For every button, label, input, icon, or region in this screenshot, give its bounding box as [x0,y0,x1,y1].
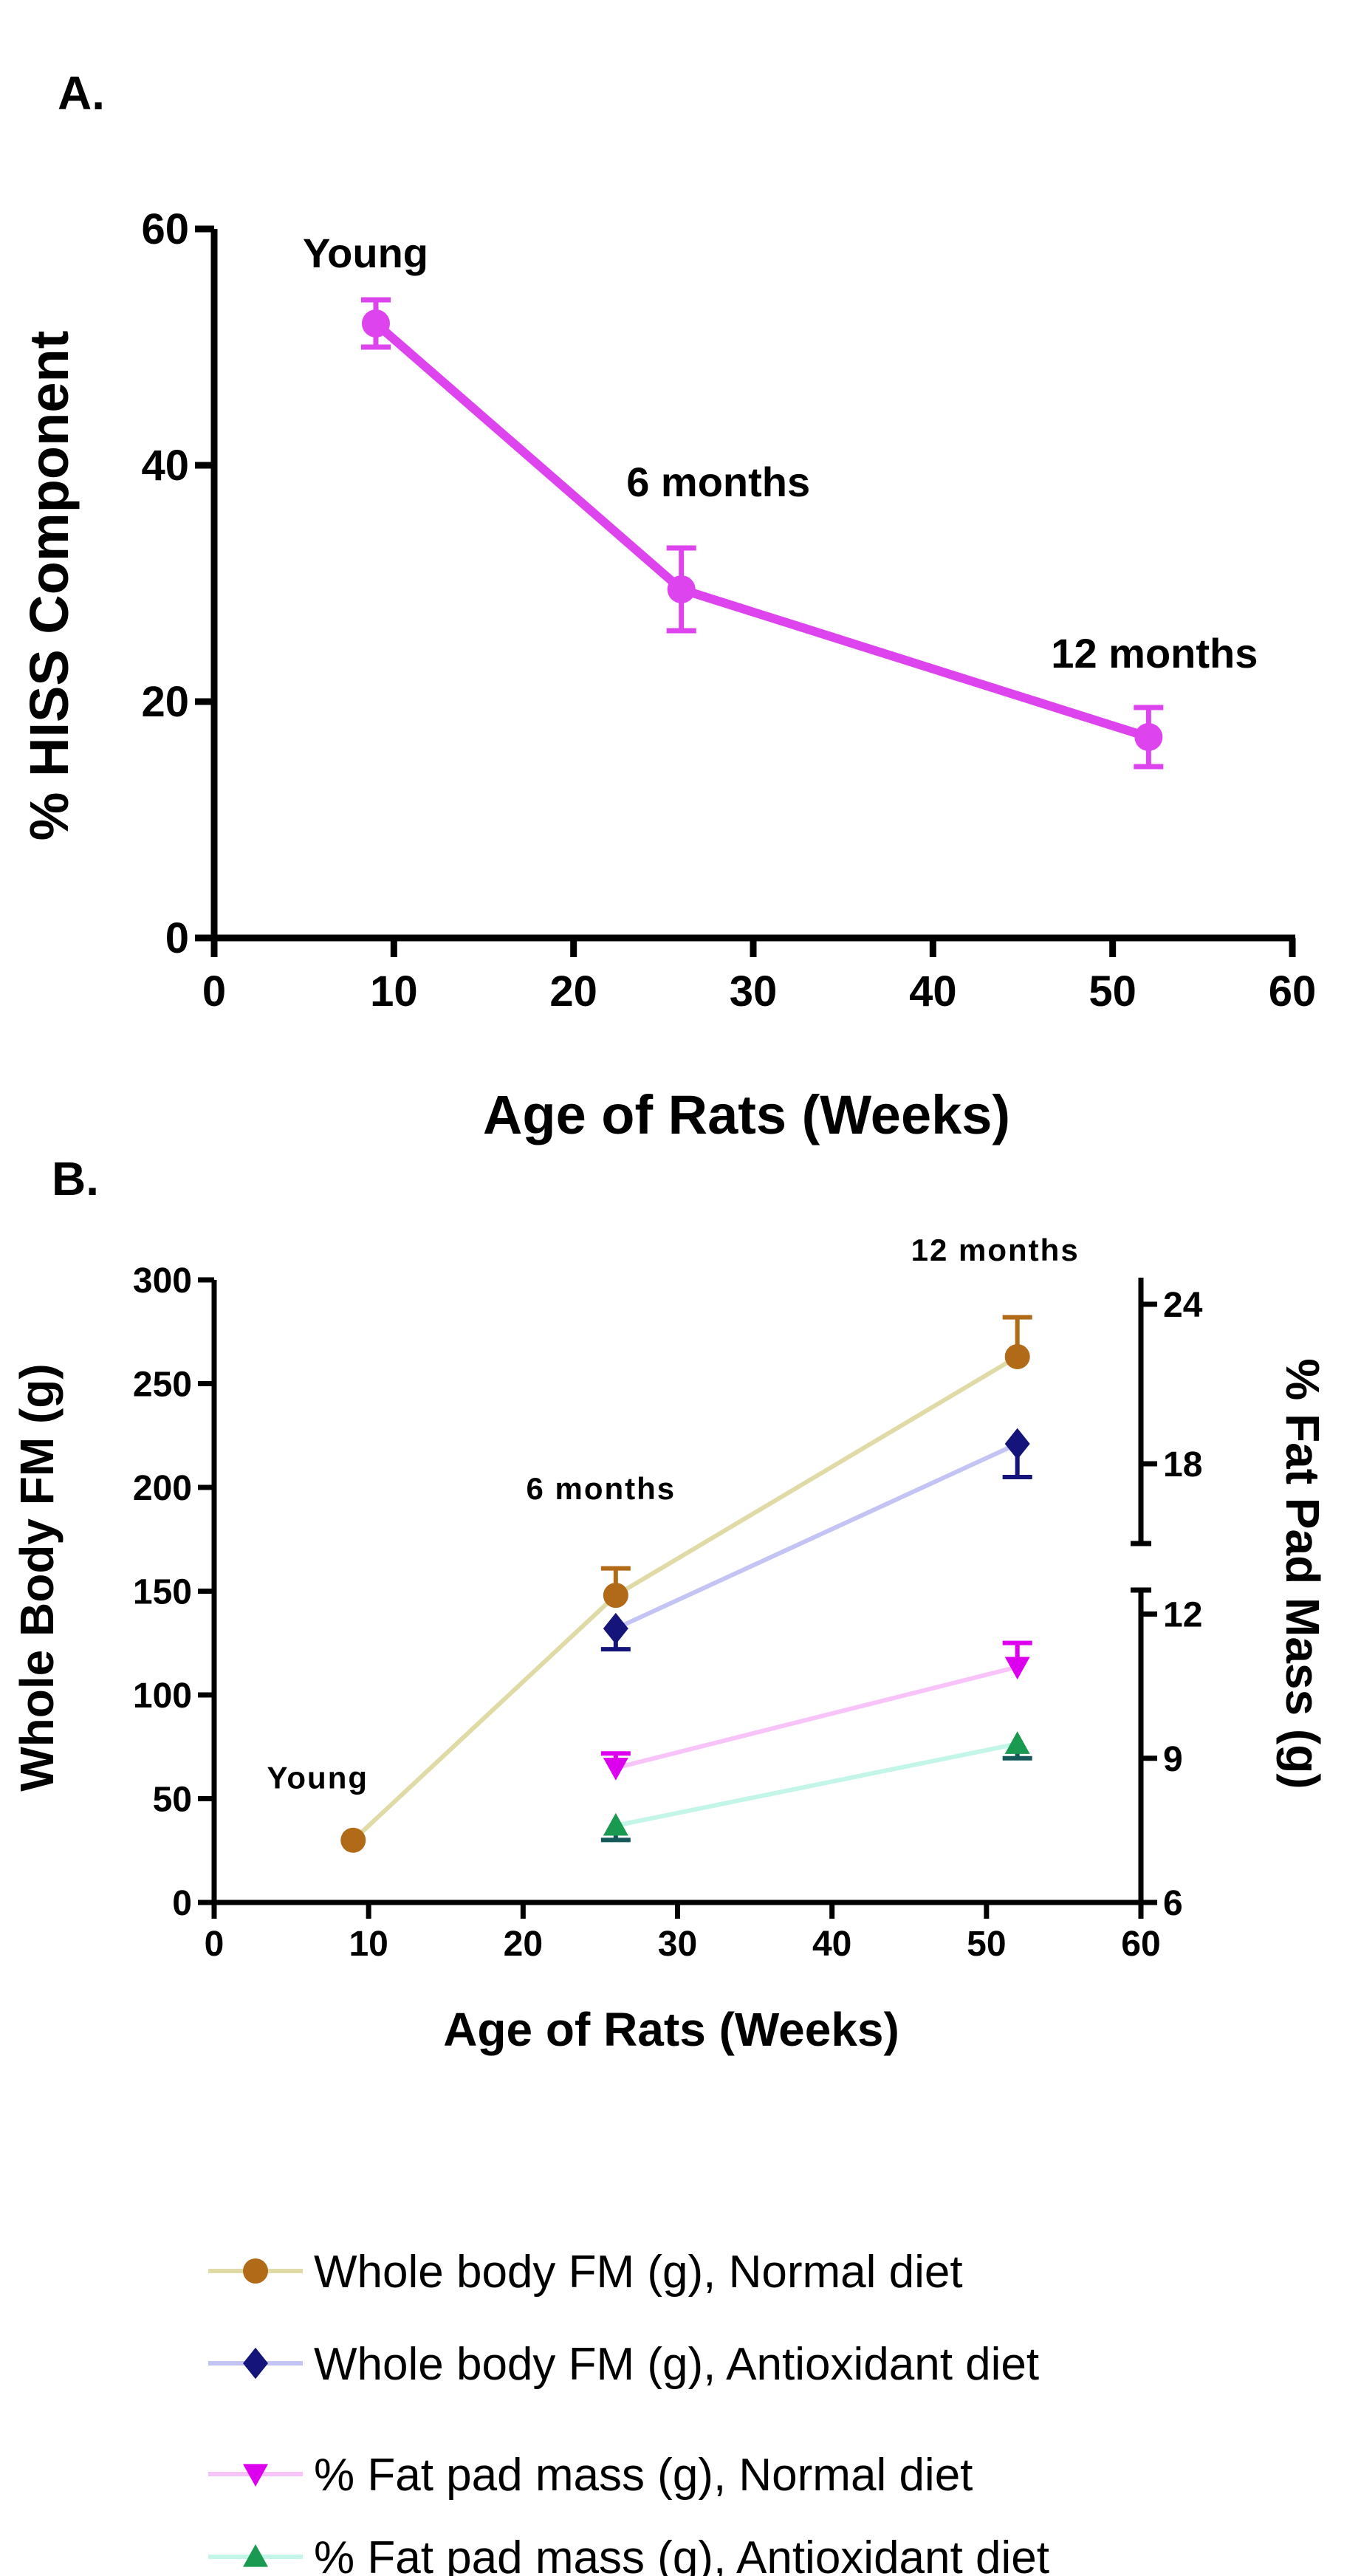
panel-a-annotation-young: Young [303,230,428,276]
panel-a-data-point [362,309,390,338]
panel-a-annotations: Young 6 months 12 months [303,230,1258,676]
legend-label: Whole body FM (g), Antioxidant diet [314,2339,1039,2390]
panel-b-point-fat-pad-mass-g-antioxidant-diet [603,1812,628,1836]
panel-a-chart: A. 0 20 40 60 0 10 20 30 40 50 60 % HISS Component… [18,66,1316,1145]
panel-b-annotation-young: Young [267,1761,368,1795]
panel-b-annotations: Young 6 months 12 months [267,1233,1080,1795]
panel-a-data-point [1134,723,1163,751]
legend-marker [243,2258,268,2284]
legend-label: % Fat pad mass (g), Normal diet [314,2450,973,2501]
panel-b-line-fat-pad-mass-g-normal-diet [615,1665,1018,1770]
panel-b-y2-tick-label: 12 [1163,1596,1202,1635]
panel-b-chart: B. 0 50 100 150 200 250 300 0 10 20 30 40 50 606 9 12 18… [10,1152,1329,2056]
panel-a-ticks: 0 20 40 60 0 10 20 30 40 50 60 [141,205,1316,1015]
panel-b-x-tick-label: 60 [1121,1925,1160,1964]
panel-a-x-tick-label: 0 [202,967,226,1015]
legend-marker [243,2347,268,2380]
panel-a-annotation-6-months: 6 months [626,459,810,505]
panel-b-x-tick-label: 10 [349,1925,388,1964]
panel-b-y2-axis-title: % Fat Pad Mass (g) [1276,1358,1329,1789]
panel-b-point-fat-pad-mass-g-antioxidant-diet [1004,1731,1030,1754]
legend-label: % Fat pad mass (g), Antioxidant diet [314,2532,1049,2576]
panel-b-point-whole-body-fm-g-antioxidant-diet [1004,1428,1030,1460]
panel-b-x-tick-label: 20 [504,1925,543,1964]
panel-a-y-tick-label: 0 [165,914,189,962]
panel-b-y-tick-label: 50 [153,1781,192,1820]
panel-a-y-tick-label: 20 [141,678,189,726]
panel-b-line-whole-body-fm-g-antioxidant-diet [614,1442,1018,1631]
panel-b-y-tick-label: 100 [133,1676,192,1716]
panel-a-x-axis-title: Age of Rats (Weeks) [483,1084,1010,1145]
panel-b-y2-tick-label: 18 [1163,1445,1202,1484]
panel-a-data-point [667,575,696,603]
panel-a-y-tick-label: 60 [141,205,189,253]
panel-b-y2-tick-label: 6 [1163,1884,1183,1923]
legend-item-whole-body-fm-g-antioxidant-diet: Whole body FM (g), Antioxidant diet [208,2339,1039,2390]
panel-a-annotation-12-months: 12 months [1051,630,1258,676]
panel-b-x-tick-label: 30 [658,1925,697,1964]
panel-b-annotation-12-months: 12 months [911,1233,1080,1267]
panel-b-point-fat-pad-mass-g-normal-diet [1004,1657,1030,1680]
panel-a-x-tick-label: 30 [730,967,778,1015]
panel-b-label: B. [52,1152,99,1205]
panel-b-x-axis-title: Age of Rats (Weeks) [443,2003,899,2056]
panel-b-y-tick-label: 200 [133,1469,192,1508]
panel-a-y-tick-label: 40 [141,442,189,490]
panel-b-x-tick-label: 0 [205,1925,224,1964]
legend-item-fat-pad-mass-g-normal-diet: % Fat pad mass (g), Normal diet [208,2450,973,2501]
panel-b-y-tick-label: 150 [133,1573,192,1612]
panel-b-y-tick-label: 300 [133,1261,192,1301]
panel-b-series [340,1315,1032,1853]
panel-b-point-fat-pad-mass-g-normal-diet [603,1758,628,1781]
panel-b-point-whole-body-fm-g-normal-diet [1004,1343,1030,1369]
panel-b-x-tick-label: 50 [967,1925,1006,1964]
panel-a-x-tick-label: 10 [370,967,418,1015]
panel-b-annotation-6-months: 6 months [526,1471,676,1506]
panel-b-point-whole-body-fm-g-antioxidant-diet [603,1612,628,1645]
legend-item-whole-body-fm-g-normal-diet: Whole body FM (g), Normal diet [208,2247,963,2298]
panel-a-x-tick-label: 20 [549,967,597,1015]
panel-b-point-whole-body-fm-g-normal-diet [603,1583,628,1609]
panel-a-x-tick-label: 60 [1269,967,1317,1015]
legend: Whole body FM (g), Normal diet Whole body… [208,2247,1049,2576]
panel-b-point-whole-body-fm-g-normal-diet [340,1827,366,1853]
panel-b-y2-tick-label: 24 [1163,1286,1203,1325]
panel-b-line-fat-pad-mass-g-antioxidant-diet [615,1741,1018,1828]
panel-b-ticks: 0 50 100 150 200 250 300 0 10 20 30 40 50 606 9 12 18 24 [133,1261,1203,1964]
legend-marker [243,2544,268,2567]
panel-a-series [361,297,1164,770]
panel-a-series-line [373,320,1151,741]
panel-a-x-tick-label: 40 [909,967,957,1015]
panel-b-y-tick-label: 0 [172,1884,192,1923]
panel-b-y-axis-title: Whole Body FM (g) [10,1363,64,1791]
panel-b-y-tick-label: 250 [133,1366,192,1405]
panel-b-x-tick-label: 40 [812,1925,851,1964]
legend-item-fat-pad-mass-g-antioxidant-diet: % Fat pad mass (g), Antioxidant diet [208,2532,1049,2576]
panel-a-x-tick-label: 50 [1089,967,1137,1015]
legend-label: Whole body FM (g), Normal diet [314,2247,963,2298]
panel-a-label: A. [58,66,105,120]
legend-marker [243,2464,268,2487]
panel-a-y-axis-title: % HISS Component [18,331,80,841]
panel-b-y2-tick-label: 9 [1163,1740,1183,1779]
